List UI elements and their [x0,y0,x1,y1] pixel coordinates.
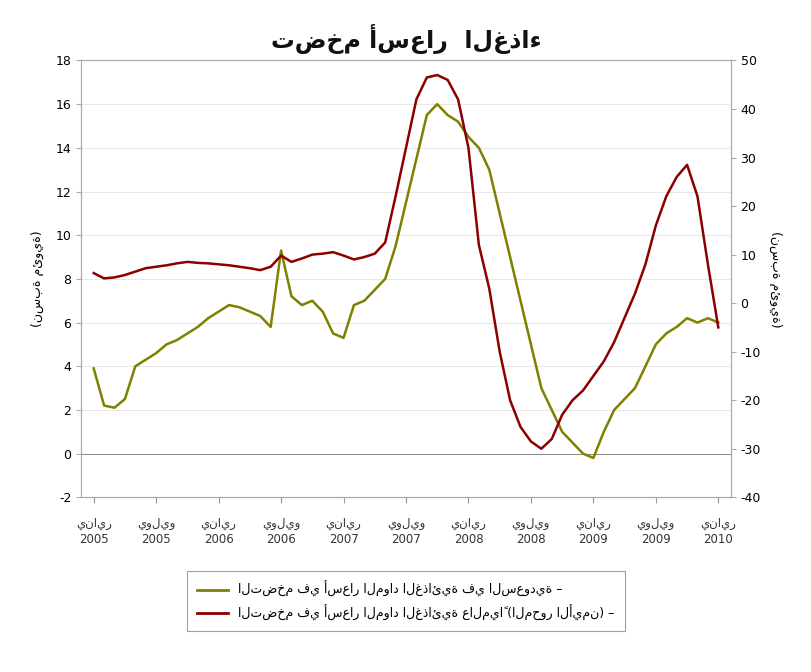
Text: يناير: يناير [575,517,611,530]
Text: 2009: 2009 [640,534,670,546]
Text: يوليو: يوليو [511,517,549,530]
Y-axis label: (نسبة مئوية): (نسبة مئوية) [32,230,45,327]
Text: يناير: يناير [700,517,736,530]
Y-axis label: (نسبة مئوية): (نسبة مئوية) [768,230,781,327]
Text: 2009: 2009 [577,534,607,546]
Text: 2006: 2006 [204,534,234,546]
Text: يوليو: يوليو [636,517,674,530]
Text: 2008: 2008 [516,534,545,546]
Text: 2005: 2005 [141,534,171,546]
Text: 2005: 2005 [79,534,109,546]
Text: 2007: 2007 [328,534,358,546]
Text: تضخم أسعار  الغذاء: تضخم أسعار الغذاء [270,24,541,54]
Text: يناير: يناير [200,517,236,530]
Text: 2006: 2006 [266,534,295,546]
Legend: التضخم في أسعار المواد الغذائية في السعودية –, التضخم في أسعار المواد الغذائية ع: التضخم في أسعار المواد الغذائية في السعو… [187,571,624,631]
Text: يناير: يناير [325,517,361,530]
Text: 2007: 2007 [391,534,420,546]
Text: يوليو: يوليو [386,517,425,530]
Text: 2010: 2010 [702,534,732,546]
Text: يناير: يناير [75,517,111,530]
Text: يناير: يناير [450,517,486,530]
Text: يوليو: يوليو [262,517,300,530]
Text: يوليو: يوليو [137,517,175,530]
Text: 2008: 2008 [453,534,483,546]
